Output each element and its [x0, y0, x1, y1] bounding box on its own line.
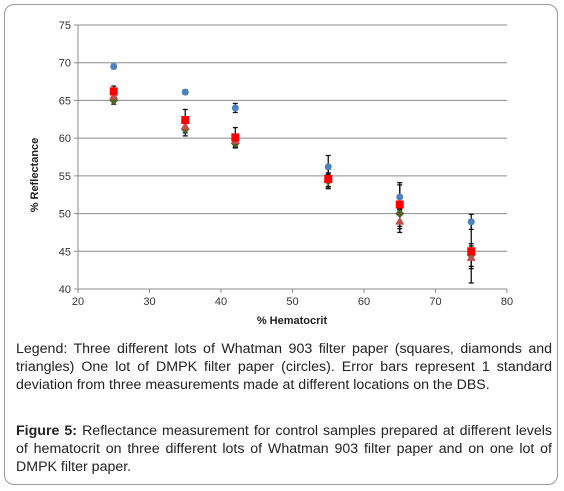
y-tick-label: 60: [59, 133, 71, 145]
axes: [74, 24, 508, 293]
y-tick-label: 40: [59, 284, 71, 296]
x-tick-label: 70: [429, 296, 441, 308]
point-square: [231, 133, 240, 142]
grid-lines: [78, 24, 507, 252]
point-circle: [110, 62, 118, 70]
y-axis-title: % Reflectance: [29, 138, 41, 213]
x-tick-label: 60: [358, 296, 370, 308]
y-tick-label: 55: [59, 171, 71, 183]
caption-text: Reflectance measurement for control samp…: [16, 423, 552, 475]
x-axis-title: % Hematocrit: [257, 315, 328, 327]
figure-caption: Figure 5: Reflectance measurement for co…: [16, 422, 552, 476]
y-tick-label: 45: [59, 246, 71, 258]
point-triangle: [466, 252, 476, 261]
scatter-chart: 40 45 50 55 60 65 70 75 20 30 40 50 60 70 80 % Reflec…: [29, 20, 513, 327]
legend-description: Legend: Three different lots of Whatman …: [16, 341, 552, 393]
point-square: [324, 174, 333, 183]
point-circle: [396, 193, 404, 201]
x-tick-label: 20: [72, 296, 84, 308]
y-tick-labels: 40 45 50 55 60 65 70 75: [59, 20, 71, 296]
y-tick-label: 75: [59, 20, 71, 32]
error-bars: [111, 63, 474, 284]
point-diamond: [395, 209, 405, 219]
data-points: [109, 62, 476, 261]
point-circle: [324, 163, 332, 171]
y-tick-label: 50: [59, 209, 71, 221]
point-circle: [231, 104, 239, 112]
y-tick-label: 65: [59, 95, 71, 107]
point-circle: [467, 218, 475, 226]
point-triangle: [109, 91, 119, 100]
point-triangle: [180, 121, 190, 130]
point-triangle: [395, 216, 405, 225]
x-tick-labels: 20 30 40 50 60 70 80: [72, 296, 513, 308]
figure-frame: [4, 4, 558, 485]
point-square: [467, 247, 476, 256]
x-tick-label: 30: [143, 296, 155, 308]
x-tick-label: 50: [286, 296, 298, 308]
point-square: [395, 200, 404, 209]
point-square: [181, 116, 190, 125]
x-tick-label: 40: [215, 296, 227, 308]
x-tick-label: 80: [501, 296, 513, 308]
point-square: [109, 87, 118, 96]
y-tick-label: 70: [59, 58, 71, 70]
figure-label: Figure 5:: [16, 423, 78, 439]
point-circle: [181, 88, 189, 96]
